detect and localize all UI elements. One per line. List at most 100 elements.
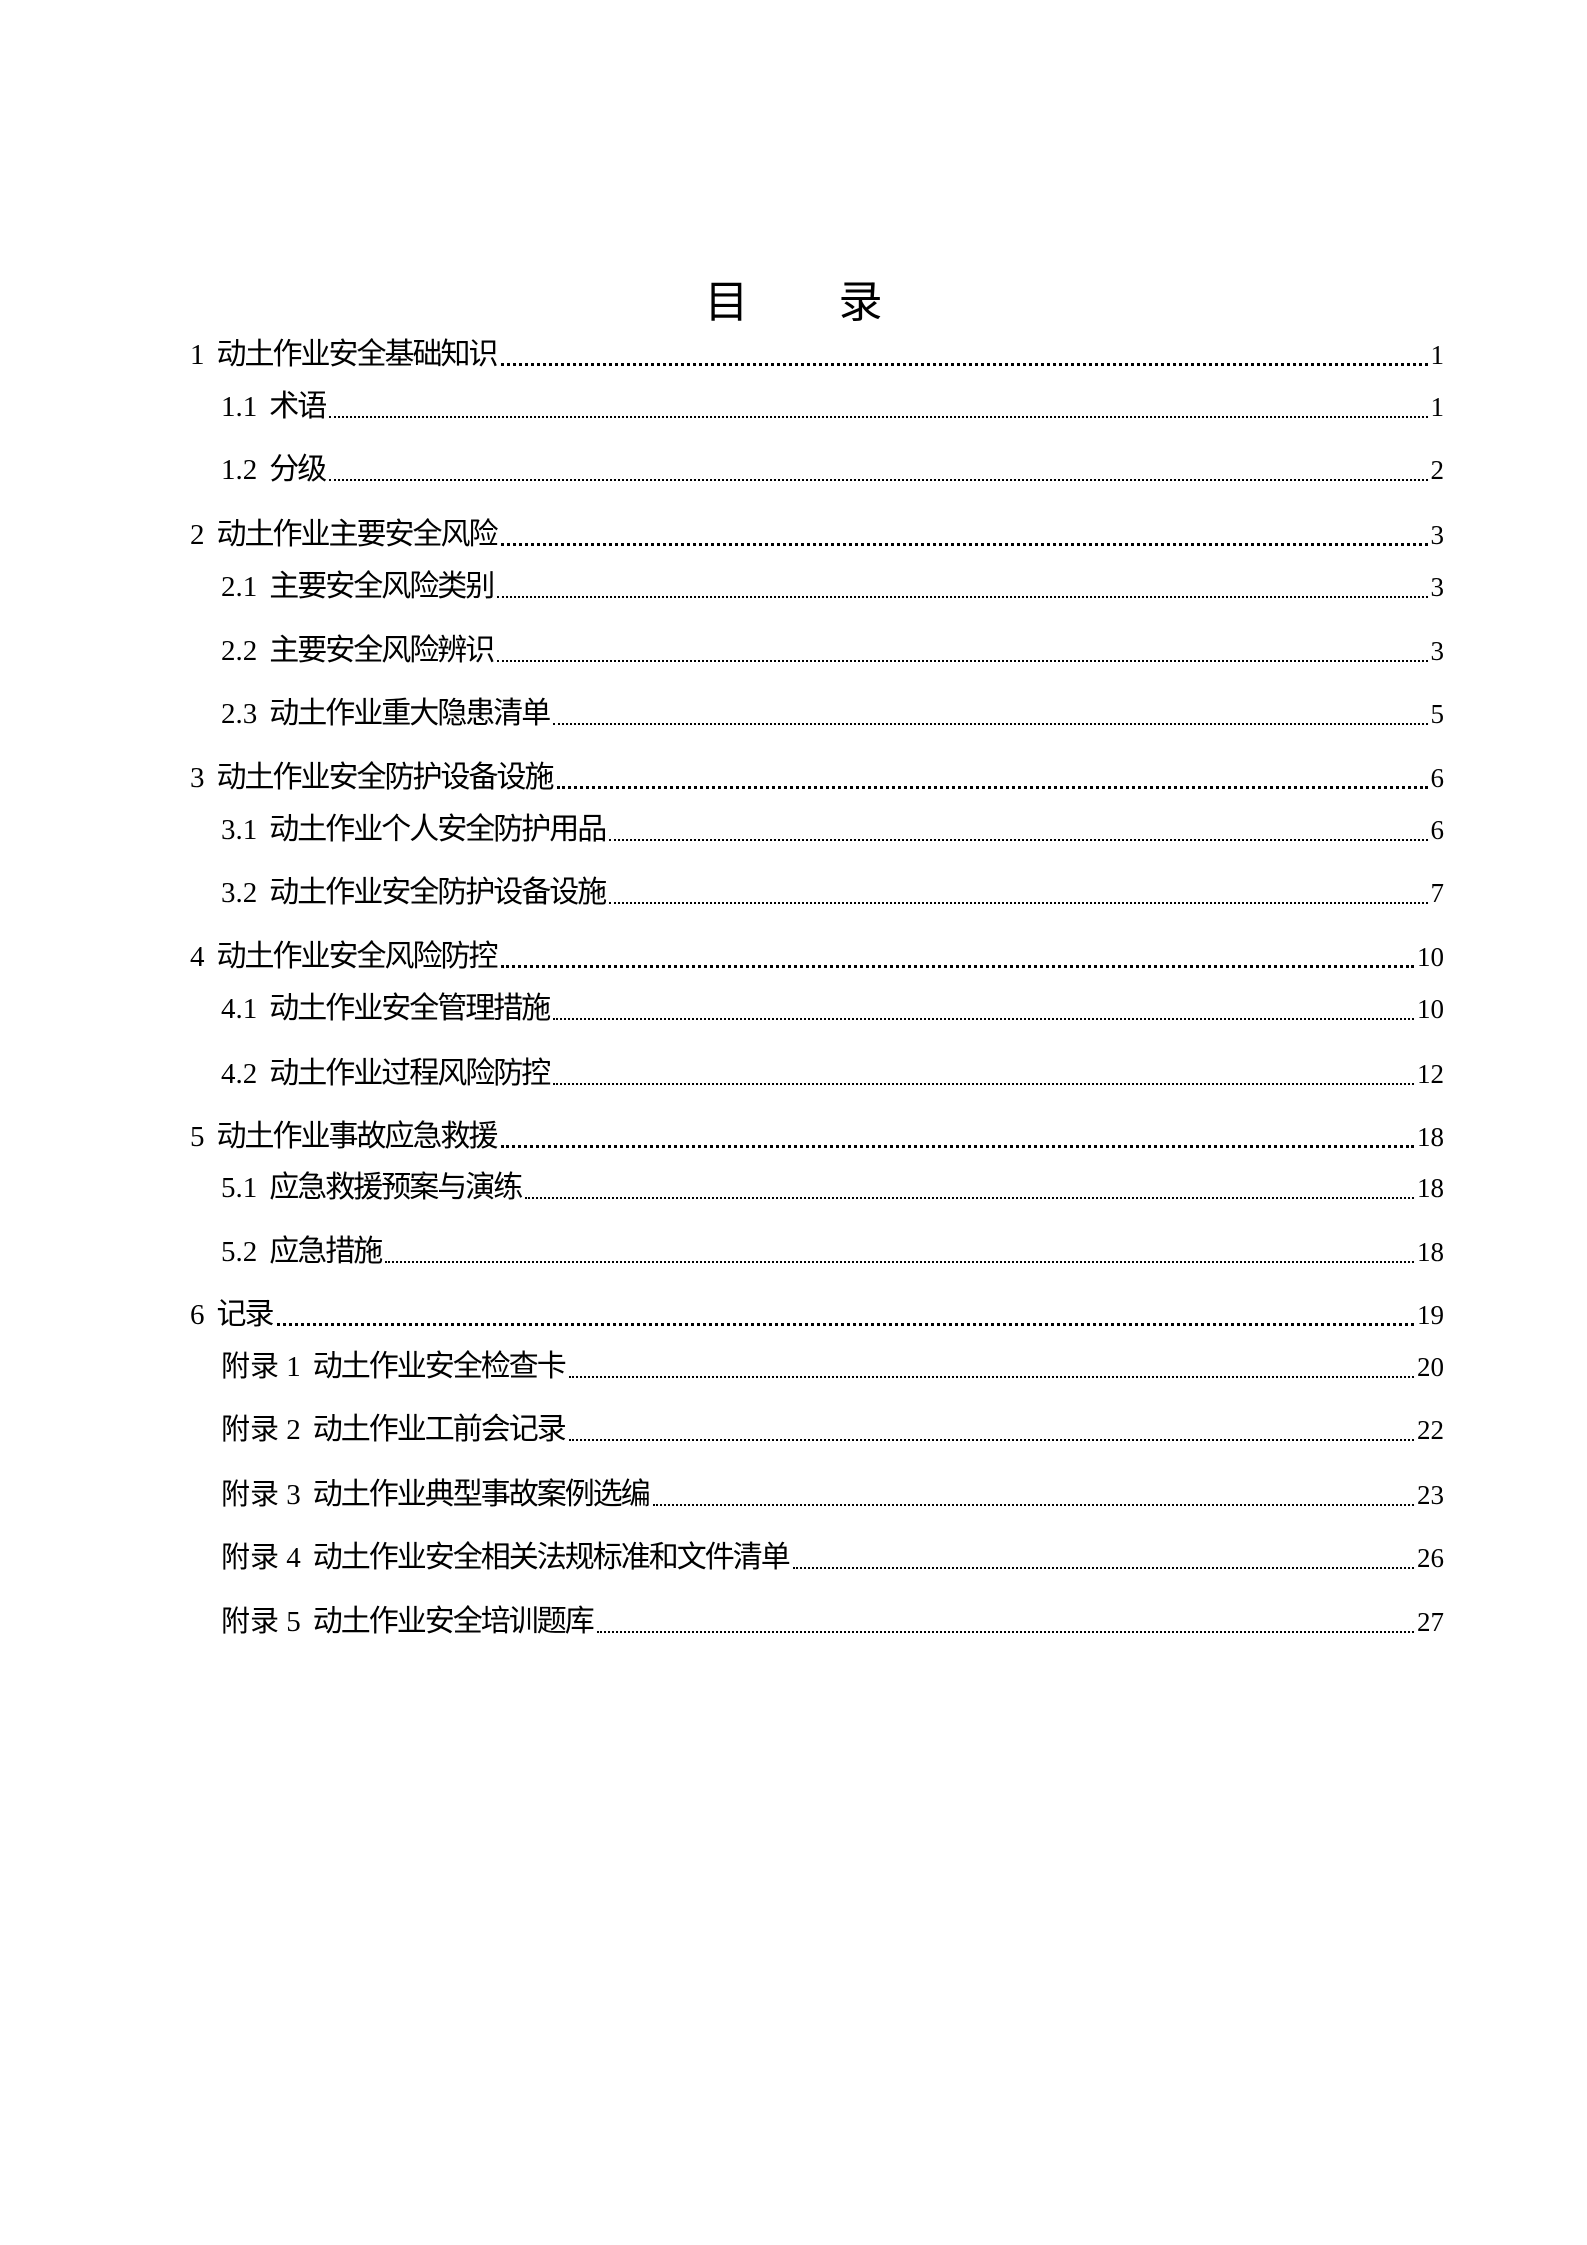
toc-entry-text: 动土作业安全培训题库: [312, 1604, 595, 1639]
toc-entry-number: 2.3: [221, 698, 258, 730]
toc-entry-page: 10: [1417, 942, 1444, 972]
toc-entry[interactable]: 1.1 术语 1: [221, 387, 1444, 427]
dot-leader: [497, 660, 1428, 662]
toc-entry-text: 应急措施: [269, 1234, 383, 1269]
toc-entry[interactable]: 附录 3 动土作业典型事故案例选编 23: [221, 1475, 1444, 1515]
dot-leader: [500, 965, 1414, 968]
toc-entry[interactable]: 1.2 分级 2: [221, 450, 1444, 490]
toc-entry-text: 应急救援预案与演练: [269, 1170, 523, 1205]
toc-entry-text: 动土作业主要安全风险: [216, 517, 499, 552]
toc-entry-text: 分级: [269, 452, 327, 487]
toc-entry[interactable]: 附录 5 动土作业安全培训题库 27: [221, 1602, 1444, 1642]
dot-leader: [553, 723, 1428, 725]
toc-entry-number: 1.2: [221, 454, 258, 486]
toc-entry-number: 4.1: [221, 993, 258, 1025]
dot-leader: [525, 1197, 1414, 1199]
toc-entry-text: 记录: [216, 1297, 275, 1332]
toc-entry[interactable]: 5 动土作业事故应急救援 18: [190, 1117, 1444, 1157]
toc-entry-text: 主要安全风险辨识: [269, 633, 495, 668]
toc-entry-number: 5.2: [221, 1236, 258, 1268]
toc-entry-text: 动土作业安全防护设备设施: [269, 875, 607, 910]
toc-entry-number: 5: [190, 1121, 205, 1153]
toc-entry-number: 1: [190, 339, 205, 371]
toc-title: 目 录: [704, 277, 921, 328]
toc-entry-text: 动土作业工前会记录: [312, 1412, 567, 1447]
toc-entry-page: 12: [1417, 1059, 1444, 1089]
toc-entry-text: 动土作业安全基础知识: [216, 337, 499, 372]
dot-leader: [652, 1504, 1414, 1506]
toc-entry-page: 2: [1430, 455, 1445, 485]
toc-entry[interactable]: 附录 1 动土作业安全检查卡 20: [221, 1347, 1444, 1387]
toc-entry[interactable]: 5.2 应急措施 18: [221, 1232, 1444, 1272]
dot-leader: [556, 786, 1428, 789]
toc-entry-page: 18: [1417, 1237, 1444, 1267]
toc-entry-page: 1: [1430, 340, 1445, 370]
toc-entry-number: 3: [190, 762, 205, 794]
toc-entry-page: 27: [1417, 1607, 1444, 1637]
toc-entry-number: 2: [190, 519, 205, 551]
toc-entry[interactable]: 附录 4 动土作业安全相关法规标准和文件清单 26: [221, 1538, 1444, 1578]
dot-leader: [385, 1261, 1414, 1263]
dot-leader: [596, 1631, 1414, 1633]
toc-entry-number: 4: [190, 941, 205, 973]
toc-entry-text: 动土作业事故应急救援: [216, 1119, 499, 1154]
toc-entry-text: 动土作业个人安全防护用品: [269, 812, 607, 847]
toc-entry-text: 主要安全风险类别: [269, 569, 495, 604]
dot-leader: [329, 416, 1428, 418]
toc-entry[interactable]: 2.3 动土作业重大隐患清单 5: [221, 694, 1444, 734]
toc-entry[interactable]: 4.1 动土作业安全管理措施 10: [221, 989, 1444, 1029]
toc-entry-text: 动土作业安全风险防控: [216, 939, 499, 974]
toc-entry-number: 附录 2: [221, 1414, 301, 1446]
toc-entry-number: 3.1: [221, 814, 258, 846]
dot-leader: [553, 1018, 1414, 1020]
dot-leader: [568, 1439, 1414, 1441]
toc-entry-number: 4.2: [221, 1058, 258, 1090]
toc-entry-text: 动土作业安全检查卡: [312, 1349, 567, 1384]
toc-entry-page: 3: [1430, 636, 1445, 666]
toc-entry-page: 18: [1417, 1173, 1444, 1203]
toc-entry-page: 26: [1417, 1543, 1444, 1573]
toc-entry[interactable]: 4 动土作业安全风险防控 10: [190, 937, 1444, 977]
dot-leader: [497, 596, 1428, 598]
toc-entry-page: 23: [1417, 1480, 1444, 1510]
toc-entry-text: 术语: [269, 389, 327, 424]
toc-entry-number: 5.1: [221, 1172, 258, 1204]
dot-leader: [500, 1145, 1414, 1148]
toc-entry[interactable]: 2.2 主要安全风险辨识 3: [221, 631, 1444, 671]
dot-leader: [329, 479, 1428, 481]
dot-leader: [553, 1083, 1414, 1085]
toc-entry-text: 动土作业典型事故案例选编: [312, 1477, 651, 1512]
toc-entry-number: 附录 4: [221, 1542, 301, 1574]
toc-entry[interactable]: 3.1 动土作业个人安全防护用品 6: [221, 810, 1444, 850]
dot-leader: [609, 902, 1428, 904]
toc-entry-page: 6: [1430, 763, 1445, 793]
toc-entry-number: 3.2: [221, 877, 258, 909]
toc-entry[interactable]: 2.1 主要安全风险类别 3: [221, 567, 1444, 607]
toc-entry-text: 动土作业安全相关法规标准和文件清单: [312, 1540, 791, 1575]
toc-entry-page: 20: [1417, 1352, 1444, 1382]
toc-entry-page: 1: [1430, 392, 1445, 422]
toc-entry-page: 19: [1417, 1300, 1444, 1330]
toc-entry-page: 3: [1430, 520, 1445, 550]
toc-entry-number: 2.1: [221, 571, 258, 603]
dot-leader: [609, 839, 1428, 841]
toc-entry[interactable]: 2 动土作业主要安全风险 3: [190, 515, 1444, 555]
toc-entry[interactable]: 3.2 动土作业安全防护设备设施 7: [221, 873, 1444, 913]
toc-entry-page: 18: [1417, 1122, 1444, 1152]
toc-entry-page: 3: [1430, 572, 1445, 602]
dot-leader: [568, 1376, 1414, 1378]
toc-entry[interactable]: 1 动土作业安全基础知识 1: [190, 335, 1444, 375]
toc-entry[interactable]: 附录 2 动土作业工前会记录 22: [221, 1410, 1444, 1450]
toc-entry-number: 附录 5: [221, 1606, 301, 1638]
toc-entry[interactable]: 5.1 应急救援预案与演练 18: [221, 1168, 1444, 1208]
toc-entry-number: 2.2: [221, 635, 258, 667]
toc-entry-page: 10: [1417, 994, 1444, 1024]
toc-entry[interactable]: 4.2 动土作业过程风险防控 12: [221, 1054, 1444, 1094]
toc-entry-text: 动土作业安全防护设备设施: [216, 760, 555, 795]
toc-entry-page: 22: [1417, 1415, 1444, 1445]
toc-entry-page: 7: [1430, 878, 1445, 908]
toc-entry[interactable]: 3 动土作业安全防护设备设施 6: [190, 758, 1444, 798]
toc-entry-text: 动土作业过程风险防控: [269, 1056, 551, 1091]
toc-entry[interactable]: 6 记录 19: [190, 1295, 1444, 1335]
toc-entry-page: 5: [1430, 699, 1445, 729]
